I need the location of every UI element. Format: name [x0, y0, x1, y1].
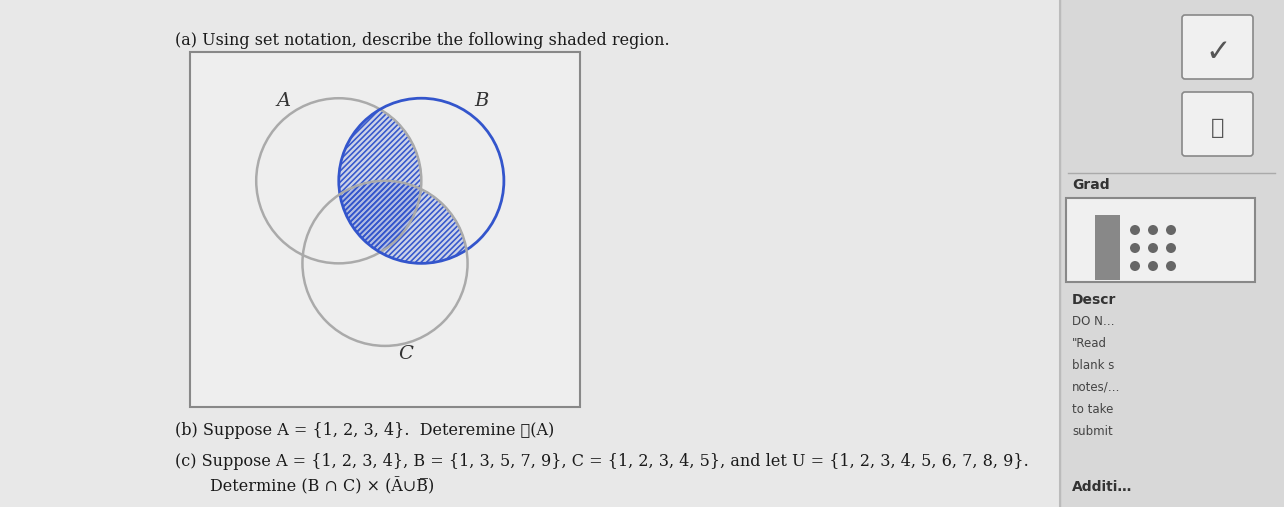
- Circle shape: [1166, 225, 1176, 235]
- Circle shape: [257, 98, 421, 263]
- Circle shape: [303, 181, 467, 346]
- Bar: [0, 0, 1061, 507]
- Text: (a) Using set notation, describe the following shaded region.: (a) Using set notation, describe the fol…: [175, 32, 670, 49]
- Circle shape: [1130, 225, 1140, 235]
- FancyBboxPatch shape: [1183, 15, 1253, 79]
- Bar: [1061, 0, 1284, 507]
- Text: C: C: [398, 345, 413, 363]
- Circle shape: [1148, 243, 1158, 253]
- Text: notes/…: notes/…: [1072, 381, 1121, 394]
- Text: to take: to take: [1072, 403, 1113, 416]
- Bar: [1095, 215, 1120, 280]
- FancyBboxPatch shape: [190, 52, 580, 407]
- FancyBboxPatch shape: [1183, 92, 1253, 156]
- Circle shape: [1130, 243, 1140, 253]
- Text: DO N…: DO N…: [1072, 315, 1115, 328]
- FancyBboxPatch shape: [1066, 198, 1254, 282]
- Text: B: B: [474, 92, 488, 111]
- Circle shape: [1130, 261, 1140, 271]
- Circle shape: [1148, 261, 1158, 271]
- Circle shape: [1166, 261, 1176, 271]
- Circle shape: [1148, 225, 1158, 235]
- Text: (c) Suppose A = {1, 2, 3, 4}, B = {1, 3, 5, 7, 9}, C = {1, 2, 3, 4, 5}, and let : (c) Suppose A = {1, 2, 3, 4}, B = {1, 3,…: [175, 453, 1028, 470]
- Text: ✓: ✓: [1206, 38, 1231, 66]
- Text: Additi…: Additi…: [1072, 480, 1132, 494]
- Text: blank s: blank s: [1072, 359, 1115, 372]
- Text: (b) Suppose A = {1, 2, 3, 4}.  Deteremine 𝒫(A): (b) Suppose A = {1, 2, 3, 4}. Deteremine…: [175, 422, 555, 439]
- Text: 🖹: 🖹: [1211, 118, 1225, 138]
- Text: A: A: [276, 92, 290, 111]
- Text: Grad: Grad: [1072, 178, 1109, 192]
- Circle shape: [1166, 243, 1176, 253]
- Text: "Read: "Read: [1072, 337, 1107, 350]
- Text: submit: submit: [1072, 425, 1113, 438]
- Text: Descr: Descr: [1072, 293, 1116, 307]
- Text: Determine (B ∩ C) × (Ā∪B̅): Determine (B ∩ C) × (Ā∪B̅): [211, 478, 434, 495]
